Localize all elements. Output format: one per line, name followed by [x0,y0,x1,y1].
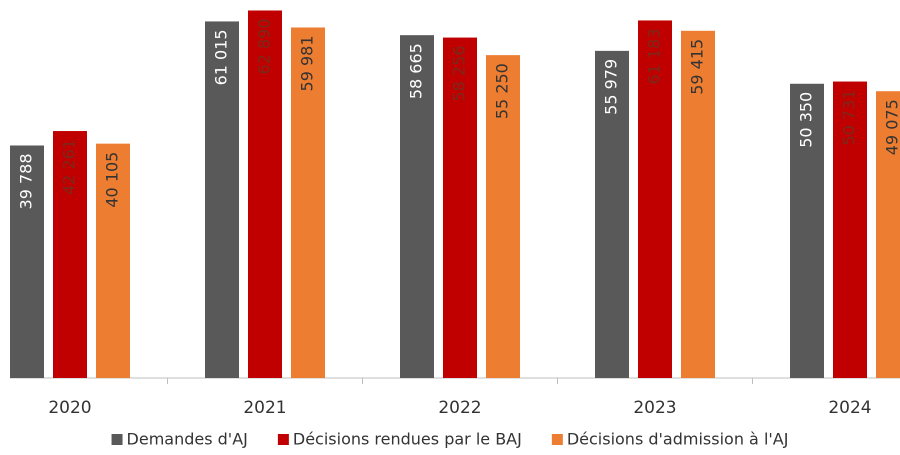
data-label: 58 665 [407,43,426,99]
data-label: 55 250 [493,63,512,119]
data-label: 62 890 [255,18,274,74]
legend-swatch [111,434,123,445]
x-tick-label: 2022 [438,398,481,418]
data-label: 59 981 [298,35,317,91]
bar [790,83,824,379]
x-tick-label: 2024 [828,398,871,418]
data-label: 39 788 [17,153,36,209]
bar [443,37,477,379]
data-label: 40 105 [103,152,122,208]
bar [248,10,282,378]
data-label: 50 731 [840,90,859,146]
bar [400,35,434,379]
bar [595,50,629,379]
legend-label: Demandes d'AJ [127,430,248,449]
legend-label: Décisions rendues par le BAJ [293,430,522,449]
data-label: 42 261 [60,139,79,195]
legend-swatch [277,434,289,445]
bar [53,131,87,378]
data-label: 49 075 [883,99,900,155]
bar [486,55,520,378]
bar [833,81,867,379]
legend: Demandes d'AJ Décisions rendues par le BA… [111,430,789,449]
data-label: 61 015 [212,29,231,85]
data-label: 59 415 [688,39,707,95]
data-label: 55 979 [602,59,621,115]
x-tick-label: 2023 [633,398,676,418]
bar [291,27,325,379]
bar [205,21,239,378]
data-label: 58 256 [450,46,469,102]
bar [96,143,130,378]
bar [876,91,900,379]
x-tick-label: 2021 [243,398,286,418]
legend-swatch [551,434,563,445]
bar [681,30,715,379]
data-label: 50 350 [797,92,816,148]
data-label: 61 183 [645,28,664,84]
bar [638,20,672,378]
x-tick-label: 2020 [48,398,91,418]
bar [10,145,44,378]
legend-label: Décisions d'admission à l'AJ [567,430,789,449]
